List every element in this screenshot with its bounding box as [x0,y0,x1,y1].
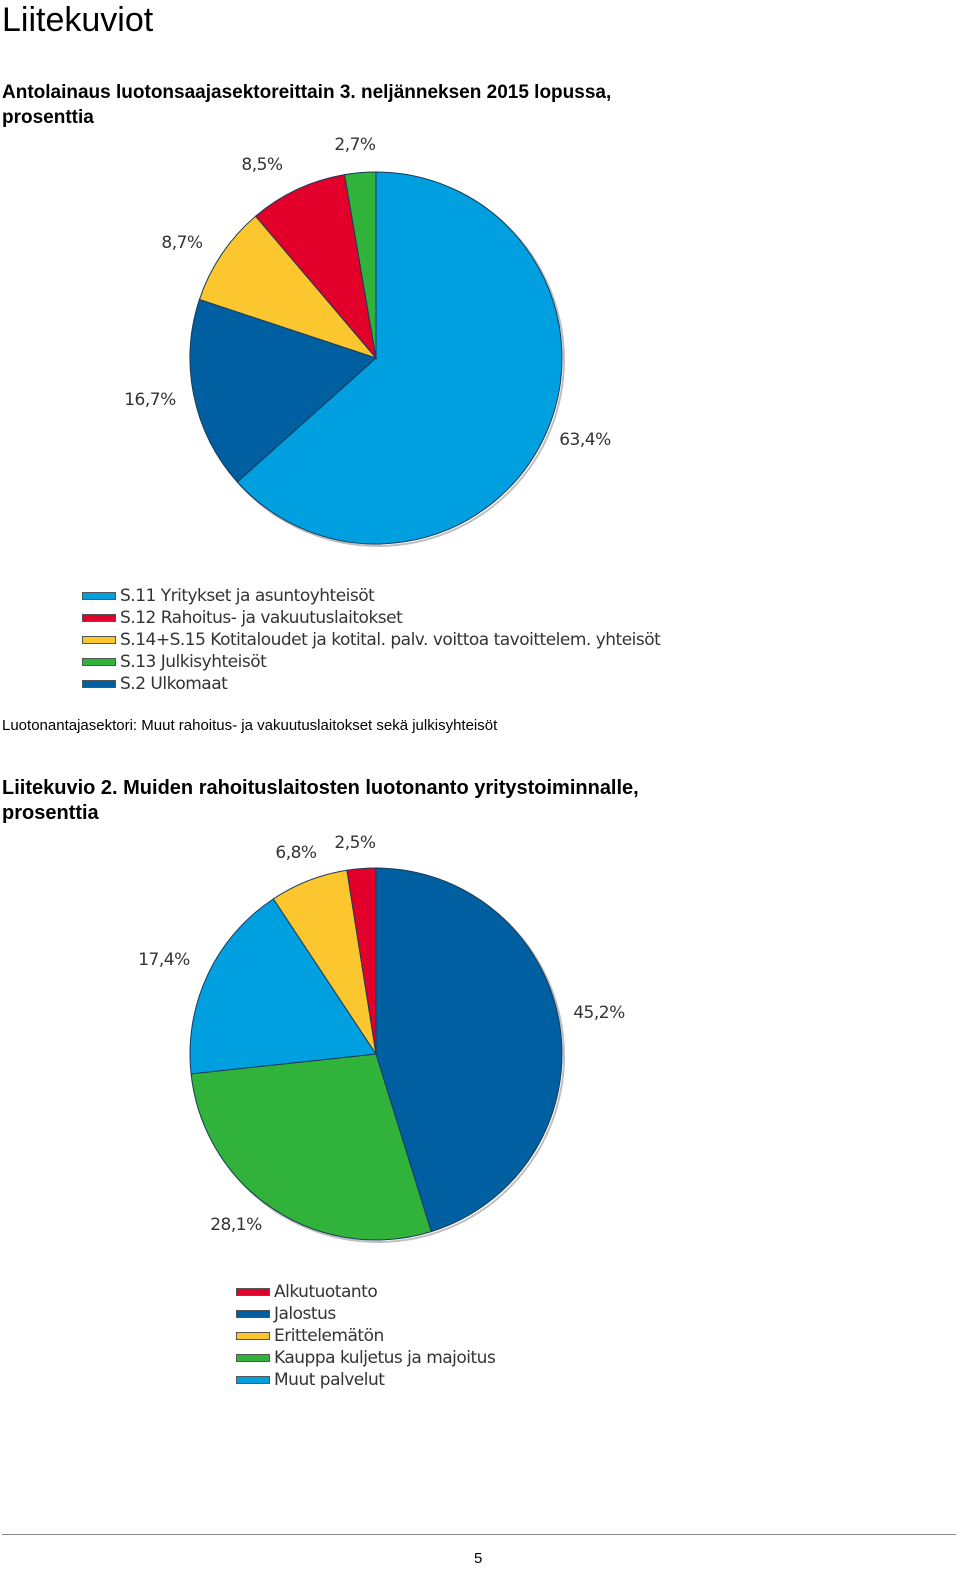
chart2-data-label-1: 28,1% [210,1215,262,1235]
chart1-legend-item-2: S.14+S.15 Kotitaloudet ja kotital. palv.… [82,629,661,651]
chart2-legend-item-4: Muut palvelut [236,1369,495,1391]
chart2-title: Liitekuvio 2. Muiden rahoituslaitosten l… [2,777,639,824]
chart2-legend-label-4: Muut palvelut [274,1370,385,1390]
chart2-legend-swatch-4 [236,1376,270,1384]
chart1-data-label-0: 63,4% [559,430,611,450]
chart1-caption: Luotonantajasektori: Muut rahoitus- ja v… [2,717,498,734]
chart2-legend-item-2: Erittelemätön [236,1325,495,1347]
chart1-slice-0 [236,171,563,545]
chart1-legend-label-2: S.14+S.15 Kotitaloudet ja kotital. palv.… [120,630,661,650]
chart2-slice-1 [190,1053,432,1241]
chart1-legend-item-3: S.13 Julkisyhteisöt [82,651,660,673]
chart2-legend-label-2: Erittelemätön [274,1326,384,1346]
chart2-slice-2 [189,898,377,1075]
chart1-legend-item-4: S.2 Ulkomaat [82,673,660,695]
chart1-pie: 63,4% 16,7% 8,7% 8,5% 2,7% [124,135,612,547]
chart1-slice-2 [198,215,378,360]
page-heading: Liitekuviot [2,1,154,39]
chart2-legend-item-1: Jalostus [236,1303,495,1325]
chart1-legend-swatch-3 [82,658,116,666]
chart1-title: Antolainaus luotonsaajasektoreittain 3. … [2,82,612,128]
chart2-legend-item-3: Kauppa kuljetus ja majoitus [236,1347,496,1369]
chart1-slice-4 [344,171,377,359]
chart2-data-label-2: 17,4% [138,950,190,970]
chart2-legend-swatch-0 [236,1288,270,1296]
chart1-legend-item-0: S.11 Yritykset ja asuntoyhteisöt [82,585,660,607]
chart1-data-label-2: 8,7% [161,233,203,253]
chart2-legend-label-3: Kauppa kuljetus ja majoitus [274,1348,496,1368]
chart2-slice-4 [346,867,377,1055]
chart1-slice-3 [254,174,377,360]
chart2-legend-swatch-2 [236,1332,270,1340]
chart1-legend-item-1: S.12 Rahoitus- ja vakuutuslaitokset [82,607,660,629]
chart2-legend: Alkutuotanto Jalostus Erittelemätön Kauppa … [236,1281,496,1391]
chart1-data-label-3: 8,5% [241,155,283,175]
chart1-slice-1 [189,298,377,483]
chart1-data-label-1: 16,7% [124,390,176,410]
chart2-slice-0 [375,867,563,1233]
chart2-legend-item-0: Alkutuotanto [236,1281,495,1303]
chart1-legend-label-1: S.12 Rahoitus- ja vakuutuslaitokset [120,608,403,628]
chart2-data-label-4: 2,5% [334,833,376,853]
chart2-pie: 45,2% 28,1% 17,4% 6,8% 2,5% [138,833,626,1243]
chart1-legend: S.11 Yritykset ja asuntoyhteisöt S.12 Rah… [82,585,661,695]
chart2-legend-label-0: Alkutuotanto [274,1282,378,1302]
page-number: 5 [474,1550,483,1567]
footer-divider [2,1534,956,1535]
chart2-legend-swatch-3 [236,1354,270,1362]
chart1-legend-swatch-0 [82,592,116,600]
chart1-legend-label-3: S.13 Julkisyhteisöt [120,652,267,672]
chart1-legend-label-4: S.2 Ulkomaat [120,674,228,694]
chart1-legend-label-0: S.11 Yritykset ja asuntoyhteisöt [120,586,375,606]
chart1-data-label-4: 2,7% [334,135,376,155]
chart2-data-label-0: 45,2% [573,1003,625,1023]
chart2-data-label-3: 6,8% [275,843,317,863]
chart1-legend-swatch-2 [82,636,116,644]
chart2-legend-label-1: Jalostus [274,1304,336,1324]
chart1-legend-swatch-1 [82,614,116,622]
chart1-legend-swatch-4 [82,680,116,688]
chart2-legend-swatch-1 [236,1310,270,1318]
